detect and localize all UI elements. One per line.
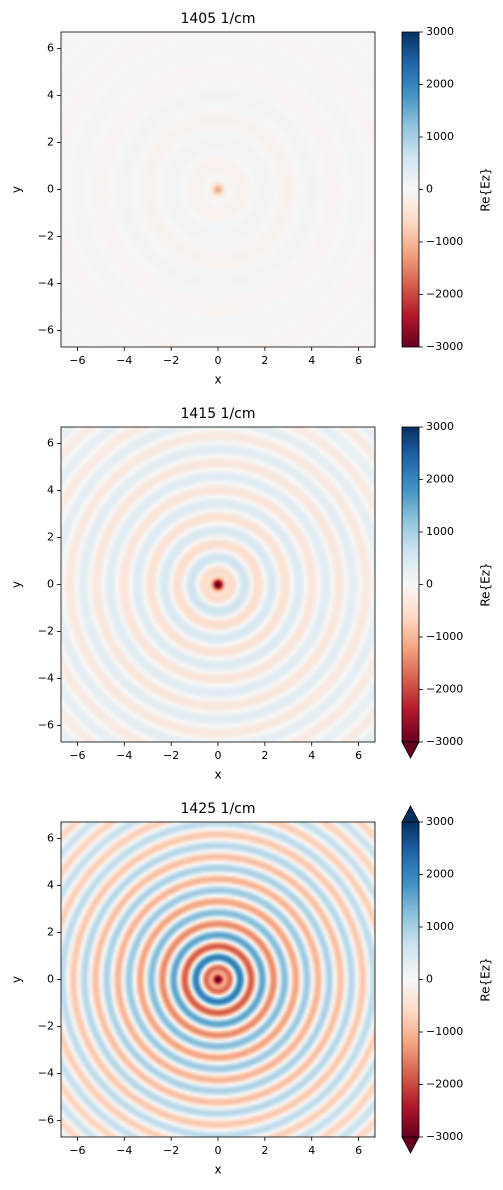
x-tick-label: −6 [69, 749, 85, 762]
colorbar-tick-label: −3000 [426, 340, 463, 353]
colorbar-extend-min-2 [401, 741, 420, 759]
x-tick-label: 0 [215, 1144, 222, 1157]
colorbar-3 [402, 822, 419, 1137]
y-tick-label: 0 [47, 578, 54, 591]
y-axis-label-2: y [10, 581, 24, 588]
colorbar-extend-min-3 [401, 1136, 420, 1154]
x-tick-label: −2 [163, 1144, 179, 1157]
y-tick-label: 6 [47, 436, 54, 449]
y-tick-label: −6 [38, 719, 54, 732]
x-tick-label: 2 [261, 1144, 268, 1157]
y-tick-label: −2 [38, 230, 54, 243]
x-tick-label: −2 [163, 749, 179, 762]
heatmap-3 [61, 822, 375, 1137]
y-tick-label: 4 [47, 88, 54, 101]
x-tick-label: −2 [163, 354, 179, 367]
x-tick-label: 4 [308, 354, 315, 367]
x-tick-label: 4 [308, 1144, 315, 1157]
x-axis-label-3: x [214, 1163, 221, 1177]
colorbar-tick-label: 1000 [426, 920, 454, 933]
heatmap-2 [61, 427, 375, 742]
x-tick-label: −4 [116, 354, 132, 367]
x-tick-label: −4 [116, 749, 132, 762]
colorbar-tick-label: 0 [426, 973, 433, 986]
colorbar-tick-label: −3000 [426, 1130, 463, 1143]
x-tick-label: 6 [355, 1144, 362, 1157]
heatmap-1 [61, 32, 375, 347]
x-tick-label: 0 [215, 354, 222, 367]
colorbar-tick-label: 3000 [426, 815, 454, 828]
y-tick-label: 2 [47, 135, 54, 148]
y-tick-label: −4 [38, 1067, 54, 1080]
panel-2: 1415 1/cm −6 −4 −2 0 2 4 6 x −6 −4 −2 0 2 4 6 y −3000 −200… [10, 406, 493, 782]
colorbar-tick-label: 1000 [426, 525, 454, 538]
y-axis-label-3: y [10, 976, 24, 983]
x-tick-label: 2 [261, 354, 268, 367]
colorbar-label-1: Re{Ez} [479, 167, 493, 211]
y-tick-label: −2 [38, 625, 54, 638]
colorbar-tick-label: −2000 [426, 1078, 463, 1091]
chart-title-2: 1415 1/cm [180, 406, 255, 422]
colorbar-tick-label: −1000 [426, 630, 463, 643]
y-tick-label: −6 [38, 1114, 54, 1127]
y-tick-label: 6 [47, 831, 54, 844]
y-tick-label: 0 [47, 183, 54, 196]
colorbar-tick-label: 2000 [426, 78, 454, 91]
y-tick-label: 0 [47, 973, 54, 986]
colorbar-label-3: Re{Ez} [479, 957, 493, 1001]
x-tick-label: 0 [215, 749, 222, 762]
x-tick-label: −6 [69, 354, 85, 367]
colorbar-tick-label: −2000 [426, 683, 463, 696]
colorbar-tick-label: −1000 [426, 1025, 463, 1038]
colorbar-extend-max-3 [401, 805, 420, 823]
x-tick-label: 4 [308, 749, 315, 762]
x-tick-label: 2 [261, 749, 268, 762]
y-axis-label-1: y [10, 186, 24, 193]
y-tick-label: 2 [47, 530, 54, 543]
y-tick-label: −6 [38, 324, 54, 337]
colorbar-tick-label: 3000 [426, 25, 454, 38]
colorbar-tick-label: 2000 [426, 868, 454, 881]
x-axis-label-1: x [214, 373, 221, 387]
colorbar-tick-label: 0 [426, 578, 433, 591]
x-tick-label: −4 [116, 1144, 132, 1157]
x-tick-label: −6 [69, 1144, 85, 1157]
colorbar-tick-label: 1000 [426, 130, 454, 143]
y-tick-label: 6 [47, 41, 54, 54]
x-axis-label-2: x [214, 768, 221, 782]
colorbar-tick-label: −2000 [426, 288, 463, 301]
y-tick-label: 4 [47, 483, 54, 496]
y-tick-label: 4 [47, 878, 54, 891]
x-tick-label: 6 [355, 749, 362, 762]
colorbar-tick-label: −3000 [426, 735, 463, 748]
chart-title-1: 1405 1/cm [180, 11, 255, 27]
chart-title-3: 1425 1/cm [180, 801, 255, 817]
colorbar-label-2: Re{Ez} [479, 562, 493, 606]
panel-3: 1425 1/cm −6 −4 −2 0 2 4 6 x −6 −4 −2 0 2 4 6 y −3000 −200… [10, 801, 493, 1177]
x-tick-label: 6 [355, 354, 362, 367]
colorbar-tick-label: 2000 [426, 473, 454, 486]
colorbar-tick-label: −1000 [426, 235, 463, 248]
panel-1: 1405 1/cm −6 −4 −2 0 2 4 6 x −6 −4 −2 0 2 4 6 y −3000 −200… [10, 11, 493, 387]
y-tick-label: −2 [38, 1020, 54, 1033]
colorbar-1 [402, 32, 419, 347]
colorbar-2 [402, 427, 419, 742]
y-tick-label: −4 [38, 277, 54, 290]
y-tick-label: −4 [38, 672, 54, 685]
colorbar-tick-label: 0 [426, 183, 433, 196]
colorbar-tick-label: 3000 [426, 420, 454, 433]
y-tick-label: 2 [47, 925, 54, 938]
